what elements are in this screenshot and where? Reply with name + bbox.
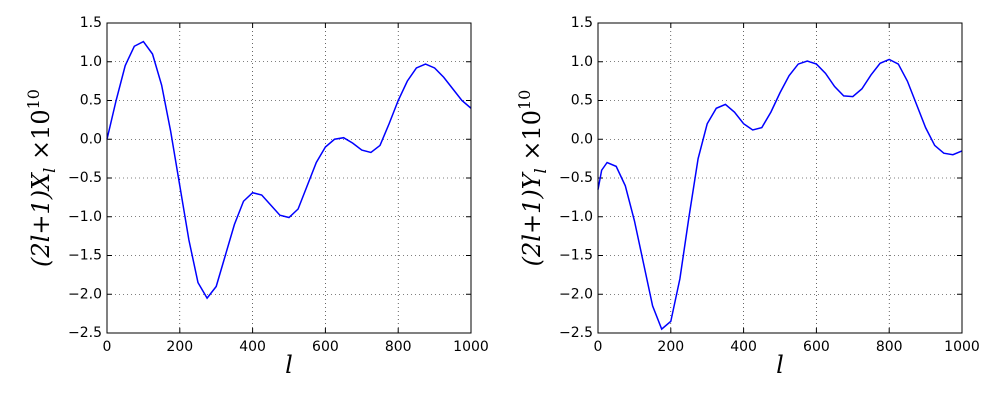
x-axis-label: l [776,351,784,379]
y-tick-label: −1.0 [559,209,593,225]
y-tick-label: 1.0 [571,54,593,70]
y-tick-label: −1.5 [559,248,593,264]
y-tick-label: −2.0 [68,286,102,302]
y-label-sub: l [40,168,59,173]
plot: −2.5 −2.0 −1.5 −1.0 −0.5 0.0 0.5 1.0 1.5 0 200 400 6… [24,15,489,379]
x-tick-label: 400 [730,339,757,355]
x-tick-label: 600 [803,339,830,355]
y-label-sup: 10 [515,90,534,110]
x-tick-label: 0 [594,339,603,355]
y-tick-label: −2.5 [68,325,102,341]
x-tick-label: 800 [876,339,903,355]
y-tick-label: −2.5 [559,325,593,341]
y-tick-label: 1.5 [571,15,593,31]
y-axis-label: (2l+1)Xl ×1010 [24,89,59,267]
y-tick-label: −1.0 [68,209,102,225]
y-label-suffix: ×10 [518,110,546,168]
x-tick-label: 1000 [453,339,489,355]
x-tick-label: 400 [239,339,266,355]
x-tick-label: 800 [385,339,412,355]
plot: −2.5 −2.0 −1.5 −1.0 −0.5 0.0 0.5 1.0 1.5 0 200 400 6… [515,15,980,379]
y-tick-label: −0.5 [559,170,593,186]
y-tick-label: 0.0 [80,131,102,147]
x-tick-label: 0 [103,339,112,355]
x-tick-label: 1000 [944,339,980,355]
data-line [106,40,472,300]
y-tick-label: −1.5 [68,248,102,264]
x-tick-label: 200 [166,339,193,355]
x-axis-label: l [285,351,293,379]
y-label-main: (2l+1)Y [518,171,546,266]
plot-frame [597,22,963,334]
y-tick-label: −2.0 [559,286,593,302]
x-tick-label: 600 [312,339,339,355]
y-label-suffix: ×10 [27,109,55,167]
y-label-sub: l [531,168,550,173]
y-label-main: (2l+1)X [27,172,55,267]
y-tick-label: 1.5 [80,15,102,31]
y-tick-label: 0.5 [80,93,102,109]
x-tick-label: 200 [657,339,684,355]
y-tick-label: 0.5 [571,93,593,109]
data-line [597,58,963,331]
y-tick-label: 1.0 [80,54,102,70]
y-tick-label: −0.5 [68,170,102,186]
plot-frame [106,22,472,334]
y-axis-label: (2l+1)Yl ×1010 [515,90,550,267]
y-label-sup: 10 [24,89,43,109]
y-tick-label: 0.0 [571,131,593,147]
